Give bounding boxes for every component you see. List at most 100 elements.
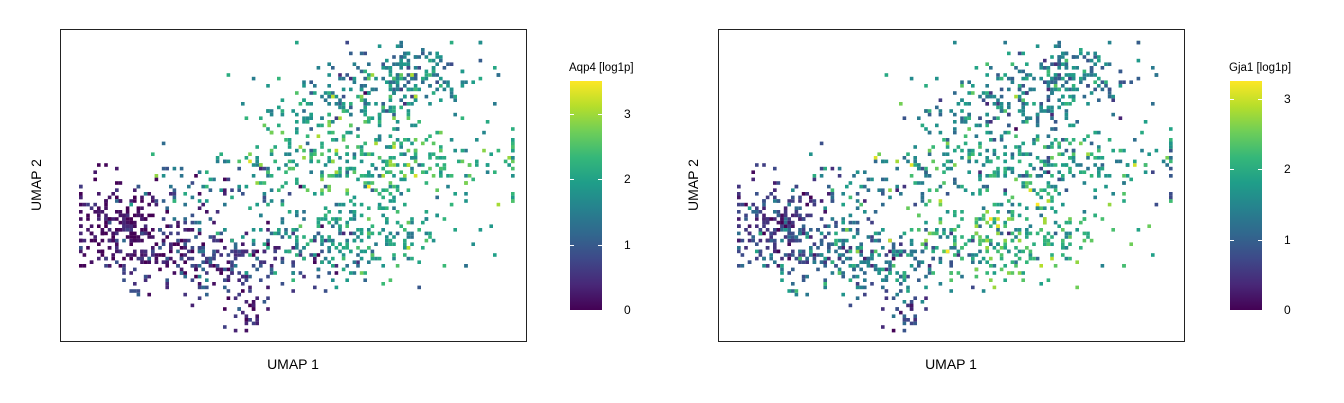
cell-point [363, 91, 367, 95]
cell-point [776, 213, 781, 218]
cell-point [1003, 73, 1007, 77]
cell-point [349, 199, 353, 203]
cell-point [424, 170, 429, 174]
cell-point [1100, 166, 1105, 171]
cell-point [881, 177, 885, 182]
cell-point [978, 238, 982, 243]
cell-point [1043, 217, 1047, 221]
cell-point [816, 228, 820, 232]
cell-point [323, 217, 328, 221]
cell-point [115, 260, 119, 264]
cell-point [453, 98, 457, 102]
cell-point [179, 256, 184, 261]
cell-point [428, 102, 432, 106]
cell-point [262, 123, 267, 128]
cell-point [1093, 195, 1097, 200]
cell-point [125, 220, 130, 225]
cell-point [403, 152, 407, 156]
cell-point [798, 238, 802, 243]
cell-point [413, 66, 418, 70]
cell-point [985, 174, 989, 178]
cell-point [266, 296, 270, 300]
cell-point [791, 188, 795, 192]
cell-point [1039, 62, 1043, 66]
cell-point [1064, 73, 1069, 77]
cell-point [1003, 238, 1007, 243]
cell-point [97, 249, 101, 254]
cell-point [960, 148, 964, 153]
cell-point [992, 264, 997, 268]
cell-point [801, 192, 806, 196]
cell-point [953, 213, 957, 218]
cell-point [511, 192, 515, 196]
cell-point [266, 166, 270, 171]
cell-point [154, 253, 159, 257]
cell-point [1014, 264, 1018, 268]
cell-point [511, 156, 515, 160]
cell-point [870, 177, 874, 182]
cell-point [945, 141, 950, 146]
cell-point [154, 260, 159, 264]
cell-point [302, 98, 306, 102]
cell-point [424, 69, 429, 74]
cell-point [313, 260, 317, 264]
cell-point [176, 224, 180, 228]
cell-point [1007, 231, 1011, 236]
cell-point [392, 256, 396, 261]
cell-point [978, 249, 982, 254]
cell-point [884, 267, 889, 272]
cell-point [485, 163, 490, 167]
cell-point [302, 84, 306, 88]
cell-point [363, 105, 367, 110]
cell-point [805, 260, 809, 264]
cell-point [205, 260, 209, 264]
cell-point [305, 134, 310, 138]
cell-point [381, 62, 385, 66]
cell-point [755, 249, 759, 254]
cell-point [812, 199, 817, 203]
cell-point [266, 84, 270, 88]
cell-point [179, 271, 184, 275]
cell-point [1050, 235, 1054, 239]
cell-point [1028, 256, 1033, 261]
cell-point [406, 87, 411, 92]
cell-point [1017, 249, 1022, 254]
cell-point [86, 202, 90, 207]
cell-point [385, 163, 389, 167]
cell-point [201, 246, 205, 250]
cell-point [935, 123, 939, 128]
cell-point [945, 249, 950, 254]
cell-point [971, 84, 975, 88]
cell-point [388, 170, 393, 174]
cell-point [107, 246, 112, 250]
cell-point [1025, 76, 1029, 81]
cell-point [845, 228, 849, 232]
cell-point [86, 213, 90, 218]
cell-point [949, 278, 953, 282]
cell-point [331, 120, 335, 124]
cell-point [870, 249, 874, 254]
cell-point [158, 253, 162, 257]
cell-point [942, 170, 946, 174]
cell-point [273, 271, 277, 275]
cell-point [122, 271, 126, 275]
cell-point [410, 76, 414, 81]
cell-point [165, 260, 169, 264]
cell-point [1014, 127, 1018, 131]
cell-point [223, 202, 227, 207]
cell-point [385, 145, 389, 149]
cell-point [212, 264, 216, 268]
cell-point [881, 267, 885, 272]
cell-point [367, 73, 371, 77]
cell-point [410, 231, 414, 236]
cell-point [381, 159, 385, 164]
cell-point [855, 192, 860, 196]
cell-point [327, 238, 331, 243]
cell-point [259, 163, 263, 167]
cell-point [223, 325, 227, 329]
cell-point [410, 141, 414, 146]
cell-point [895, 292, 899, 297]
cell-point [974, 217, 979, 221]
cell-point [169, 192, 173, 196]
cell-point [320, 249, 324, 254]
